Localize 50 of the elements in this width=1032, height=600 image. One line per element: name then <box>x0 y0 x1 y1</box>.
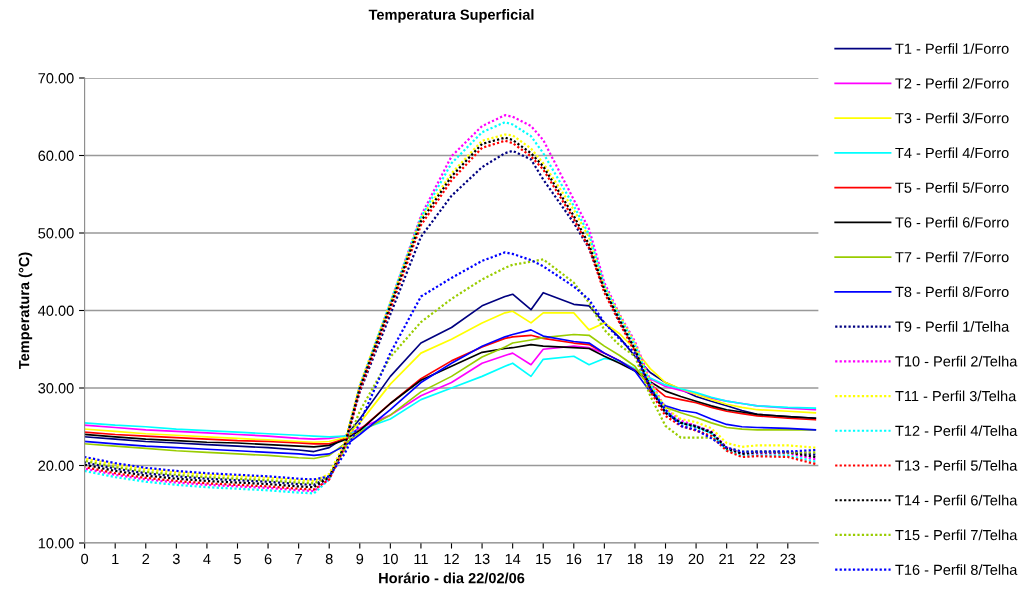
x-tick-label: 2 <box>142 553 150 564</box>
x-tick-label: 8 <box>325 553 333 565</box>
x-tick-label: 19 <box>658 553 673 565</box>
x-tick-label: 5 <box>234 553 241 565</box>
legend-label: T5 - Perfil 5/Forro <box>895 182 1009 193</box>
y-tick-label: 40.00 <box>38 305 74 316</box>
legend-label: T13 - Perfil 5/Telha <box>895 460 1018 471</box>
x-tick-label: 15 <box>536 553 551 565</box>
x-tick-label: 3 <box>172 553 180 565</box>
legend-label: T2 - Perfil 2/Forro <box>895 77 1009 89</box>
y-tick-label: 50.00 <box>38 228 74 239</box>
x-tick-label: 0 <box>81 553 89 565</box>
y-axis-title: Temperatura (°C) <box>18 252 33 370</box>
x-tick-label: 1 <box>112 553 119 564</box>
x-tick-label: 11 <box>414 553 428 564</box>
x-tick-label: 7 <box>295 553 302 564</box>
x-axis-title: Horário - dia 22/02/06 <box>379 572 525 584</box>
x-tick-label: 21 <box>719 553 735 564</box>
legend-label: T3 - Perfil 3/Forro <box>895 112 1009 124</box>
y-tick-label: 30.00 <box>38 383 74 394</box>
x-tick-label: 18 <box>627 553 643 565</box>
legend-label: T14 - Perfil 6/Telha <box>895 494 1018 506</box>
legend-label: T9 - Perfil 1/Telha <box>895 321 1010 332</box>
x-tick-label: 14 <box>505 553 521 564</box>
chart-title: Temperatura Superficial <box>368 9 534 23</box>
x-tick-label: 9 <box>356 553 364 565</box>
y-tick-label: 60.00 <box>38 150 74 161</box>
y-tick-label: 70.00 <box>38 73 74 84</box>
x-tick-label: 16 <box>566 553 582 565</box>
x-tick-label: 10 <box>383 553 398 565</box>
legend-label: T10 - Perfil 2/Telha <box>895 355 1018 367</box>
y-tick-label: 10.00 <box>38 538 74 549</box>
x-tick-label: 17 <box>597 553 612 564</box>
x-tick-label: 13 <box>475 553 490 565</box>
legend-label: T6 - Perfil 6/Forro <box>895 216 1009 228</box>
legend-label: T4 - Perfil 4/Forro <box>895 147 1009 159</box>
x-tick-label: 23 <box>780 553 796 565</box>
legend-label: T8 - Perfil 8/Forro <box>895 286 1009 298</box>
legend-label: T15 - Perfil 7/Telha <box>895 529 1018 541</box>
legend-label: T11 - Perfil 3/Telha <box>895 390 1017 402</box>
legend-label: T7 - Perfil 7/Forro <box>895 251 1009 263</box>
y-tick-label: 20.00 <box>38 460 74 471</box>
legend-label: T12 - Perfil 4/Telha <box>895 425 1018 437</box>
x-tick-label: 6 <box>264 553 272 565</box>
x-tick-label: 22 <box>749 553 765 564</box>
legend-label: T16 - Perfil 8/Telha <box>895 564 1018 575</box>
x-tick-label: 12 <box>444 553 459 564</box>
x-tick-label: 4 <box>203 553 211 564</box>
legend-label: T1 - Perfil 1/Forro <box>895 43 1009 54</box>
x-tick-label: 20 <box>688 553 704 565</box>
